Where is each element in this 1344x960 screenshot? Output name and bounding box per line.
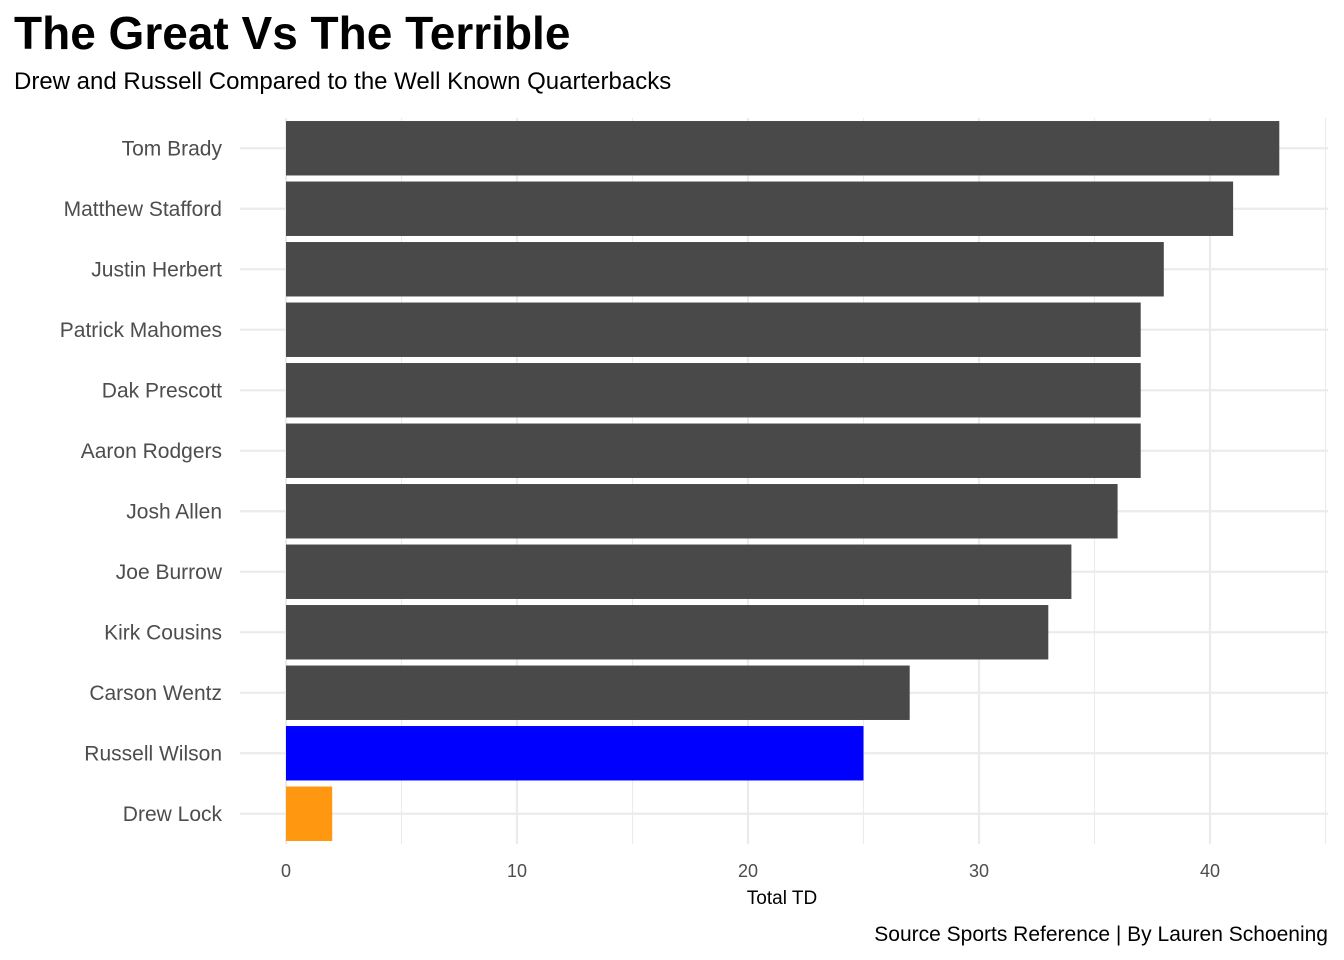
category-label: Kirk Cousins — [104, 621, 222, 644]
bar — [286, 121, 1280, 176]
category-label: Matthew Stafford — [64, 198, 222, 221]
bar — [286, 726, 864, 781]
bar — [286, 605, 1049, 660]
chart-subtitle: Drew and Russell Compared to the Well Kn… — [14, 68, 672, 95]
category-label: Josh Allen — [126, 500, 222, 523]
bar — [286, 484, 1118, 539]
x-axis-title: Total TD — [747, 888, 817, 909]
bar — [286, 302, 1141, 357]
chart-caption: Source Sports Reference | By Lauren Scho… — [874, 923, 1328, 946]
value-axis: 0 10 20 30 40 — [281, 861, 1220, 881]
x-tick-label: 20 — [738, 861, 758, 881]
chart-title: The Great Vs The Terrible — [14, 7, 571, 59]
category-label: Tom Brady — [122, 137, 223, 160]
x-tick-label: 0 — [281, 861, 291, 881]
bar — [286, 786, 333, 841]
category-label: Justin Herbert — [91, 258, 222, 281]
category-label: Carson Wentz — [89, 682, 222, 705]
bar — [286, 242, 1164, 297]
x-tick-label: 30 — [969, 861, 989, 881]
bar — [286, 423, 1141, 478]
bar — [286, 665, 910, 720]
category-label: Drew Lock — [123, 803, 223, 826]
category-label: Patrick Mahomes — [60, 319, 222, 342]
x-tick-label: 10 — [507, 861, 527, 881]
bar-layer — [286, 121, 1280, 841]
category-label: Aaron Rodgers — [81, 440, 222, 463]
category-label: Joe Burrow — [116, 561, 223, 584]
category-label: Russell Wilson — [84, 742, 222, 765]
x-tick-label: 40 — [1200, 861, 1220, 881]
bar — [286, 363, 1141, 418]
category-axis: Tom Brady Matthew Stafford Justin Herbert P… — [60, 137, 223, 826]
bar — [286, 181, 1234, 236]
category-label: Dak Prescott — [102, 379, 222, 402]
bar — [286, 544, 1072, 599]
